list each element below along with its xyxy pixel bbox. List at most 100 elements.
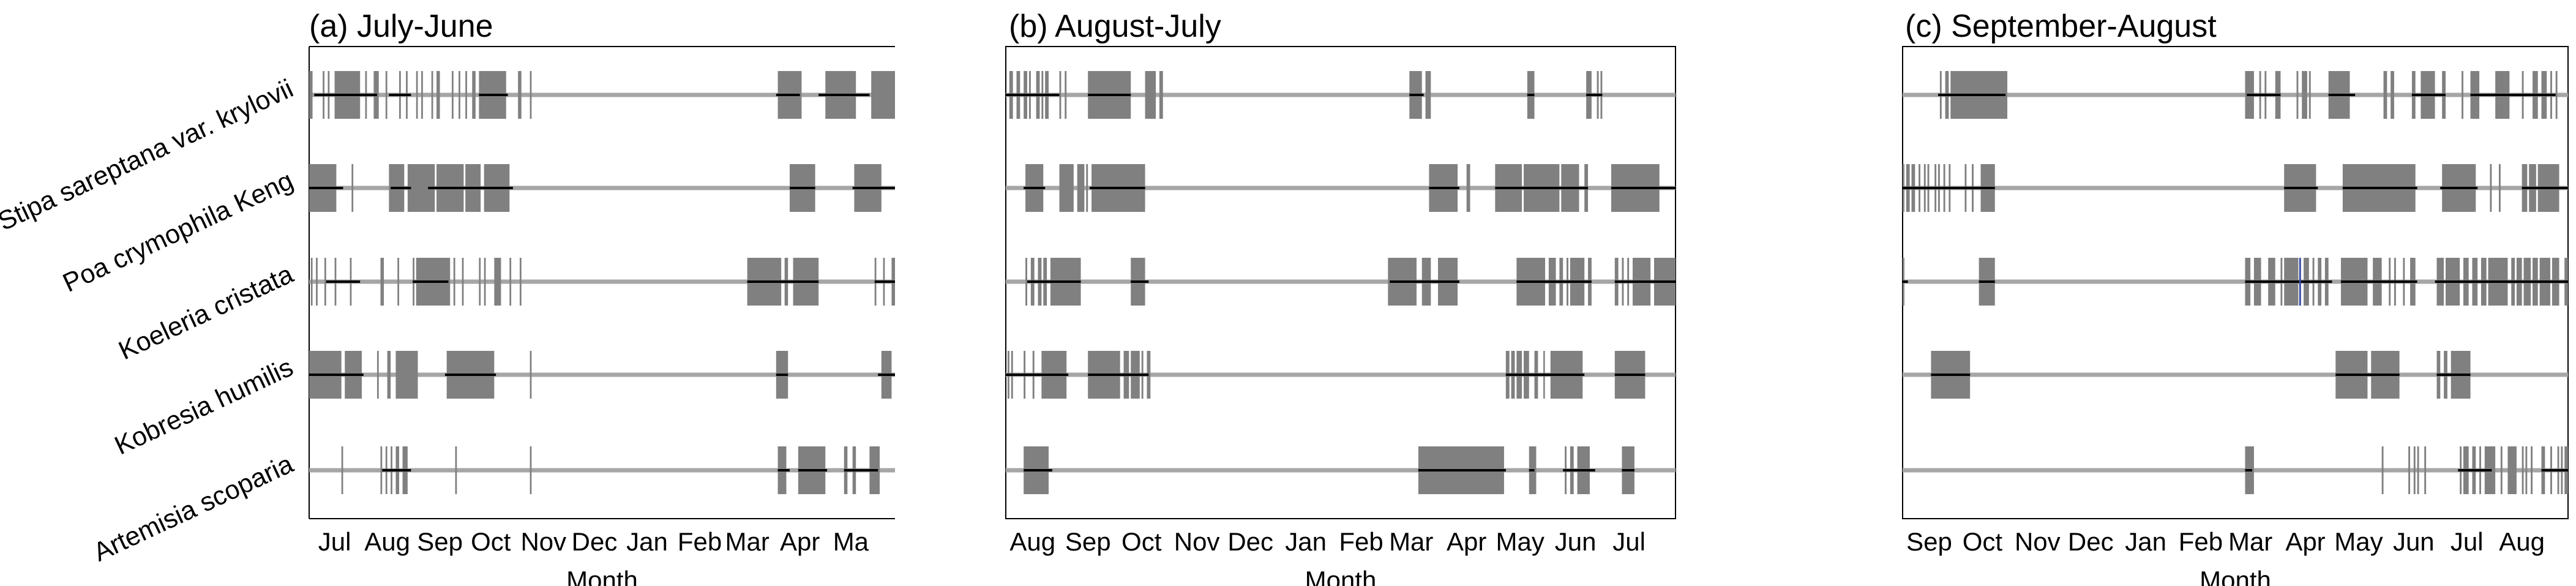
panel-a-tick-label-4: Oct xyxy=(471,527,511,556)
panel-b-row-2-block-7 xyxy=(1466,164,1470,212)
panel-b-xlabel: Month xyxy=(1305,566,1377,586)
panel-c-row-1-block-17 xyxy=(2462,71,2463,119)
panel-a-row-3-block-10 xyxy=(453,258,455,306)
panel-a-row-1-block-23 xyxy=(871,71,895,119)
panel-a-row-3-block-11 xyxy=(462,258,464,306)
panel-a-row-5-block-8 xyxy=(530,446,532,494)
panel-a-row-4-block-5 xyxy=(395,351,418,399)
panel-c-row-5-block-4 xyxy=(2413,446,2416,494)
panel-c-row-1-block-8 xyxy=(2296,71,2299,119)
panel-a-row-3-block-3 xyxy=(324,258,326,306)
panel-a-row-3-block-14 xyxy=(494,258,501,306)
panel-c-row-1-block-24 xyxy=(2555,71,2558,119)
species-label-koeleria: Koeleria cristata xyxy=(114,260,298,366)
panel-c-row-5-block-3 xyxy=(2408,446,2411,494)
panel-a-row-1-block-14 xyxy=(452,71,454,119)
panel-c-row-1-block-13 xyxy=(2391,71,2394,119)
panel-b-tick-label-11: Jun xyxy=(1555,527,1597,556)
panel-a-tick-label-3: Sep xyxy=(417,527,463,556)
panel-a-row-1-block-19 xyxy=(518,71,522,119)
panel-a-row-1-block-17 xyxy=(472,71,476,119)
panel-a-title: (a) July-June xyxy=(309,9,493,44)
panel-c-tick-label-1: Sep xyxy=(1906,527,1952,556)
panel-a-row-3-block-6 xyxy=(380,258,384,306)
panel-b-row-1-block-9 xyxy=(1065,71,1067,119)
panel-b-tick-label-12: Jul xyxy=(1612,527,1646,556)
panel-c-tick-label-2: Oct xyxy=(1963,527,2003,556)
panel-b-row-2-block-4 xyxy=(1086,164,1088,212)
panel-c-row-5-block-6 xyxy=(2424,446,2427,494)
panel-b-row-1-block-11 xyxy=(1145,71,1156,119)
panel-c-row-5-block-13 xyxy=(2507,446,2517,494)
panel-a-row-1-block-12 xyxy=(431,71,433,119)
panel-a-tick-label-2: Aug xyxy=(364,527,410,556)
panel-c-tick-label-11: Jul xyxy=(2451,527,2484,556)
panel-c-tick-label-6: Feb xyxy=(2179,527,2223,556)
panel-c-title: (c) September-August xyxy=(1905,9,2217,44)
panel-a-row-3-block-15 xyxy=(509,258,512,306)
panel-a-row-3-block-13 xyxy=(484,258,486,306)
panel-c-tick-label-7: Mar xyxy=(2228,527,2272,556)
panel-a-row-3-block-12 xyxy=(479,258,481,306)
species-label-group: Stipa sareptana var. krylovii Poa crymop… xyxy=(0,74,298,568)
panel-c-row-2-block-18 xyxy=(2498,164,2501,212)
panel-c-row-5-block-16 xyxy=(2531,446,2533,494)
panel-b-tick-label-10: May xyxy=(1496,527,1544,556)
panel-a-row-1-block-1 xyxy=(309,71,313,119)
panel-a-row-4-block-7 xyxy=(530,351,532,399)
species-label-artemisia: Artemisia scoparia xyxy=(89,449,298,568)
panel-a: (a) July-June Jul Aug Sep Oct Nov Dec Jan Feb Ma… xyxy=(309,9,895,586)
panel-b: (b) August-July Aug Sep Oct Nov Dec Jan Feb Mar… xyxy=(1005,9,1676,586)
panel-b-tick-label-4: Nov xyxy=(1174,527,1220,556)
panel-a-tick-label-8: Feb xyxy=(678,527,722,556)
panel-b-row-2-block-3 xyxy=(1077,164,1085,212)
panel-b-row-3-block-1 xyxy=(1025,258,1028,306)
panel-a-row-3-block-2 xyxy=(316,258,318,306)
panel-c-row-5-block-2 xyxy=(2381,446,2384,494)
panel-a-tick-label-11: Ma xyxy=(833,527,869,556)
panel-a-row-3-block-7 xyxy=(397,258,400,306)
panel-c-tick-label-9: May xyxy=(2334,527,2383,556)
panel-a-tick-label-9: Mar xyxy=(725,527,769,556)
panel-b-tick-label-3: Oct xyxy=(1121,527,1162,556)
panel-c-row-1-block-10 xyxy=(2308,71,2311,119)
panel-a-xlabel: Month xyxy=(566,566,638,586)
panel-c-tick-label-8: Apr xyxy=(2285,527,2325,556)
panel-a-row-1-block-13 xyxy=(436,71,440,119)
panel-c-xlabel: Month xyxy=(2200,566,2271,586)
panel-b-tick-label-6: Jan xyxy=(1285,527,1327,556)
panel-a-row-1-block-10 xyxy=(416,71,418,119)
panel-c-row-5-block-15 xyxy=(2525,446,2528,494)
panel-c-tick-label-3: Nov xyxy=(2015,527,2061,556)
panel-c-row-1-block-12 xyxy=(2383,71,2387,119)
panel-a-row-2-block-2 xyxy=(351,164,354,212)
panel-b-tick-label-9: Apr xyxy=(1447,527,1486,556)
panel-a-row-4-block-3 xyxy=(376,351,379,399)
panel-c-row-2-block-17 xyxy=(2490,164,2492,212)
panel-c-row-1-block-9 xyxy=(2302,71,2307,119)
panel-b-tick-label-8: Mar xyxy=(1389,527,1433,556)
panel-a-row-1-block-7 xyxy=(385,71,388,119)
panel-a-row-5-block-2 xyxy=(380,446,383,494)
panel-b-row-1-block-8 xyxy=(1059,71,1061,119)
panel-b-row-2-block-2 xyxy=(1059,164,1074,212)
panel-b-tick-label-2: Sep xyxy=(1065,527,1111,556)
panel-c-row-5-block-12 xyxy=(2500,446,2503,494)
panel-b-tick-label-1: Aug xyxy=(1009,527,1055,556)
panel-a-row-1-block-15 xyxy=(459,71,460,119)
panel-c: (c) September-August Sep Oct Nov Dec Jan Feb M… xyxy=(1902,9,2569,586)
panel-c-row-5-block-14 xyxy=(2522,446,2524,494)
panel-c-row-5-block-5 xyxy=(2417,446,2419,494)
panel-a-tick-label-5: Nov xyxy=(520,527,566,556)
panel-c-tick-label-5: Jan xyxy=(2125,527,2166,556)
species-label-kobresia: Kobresia humilis xyxy=(110,353,298,461)
panel-a-row-4-block-4 xyxy=(387,351,391,399)
panel-a-row-5-block-7 xyxy=(455,446,457,494)
panel-a-tick-label-6: Dec xyxy=(572,527,618,556)
panel-c-tick-label-10: Jun xyxy=(2393,527,2435,556)
panel-b-tick-label-5: Dec xyxy=(1227,527,1273,556)
panel-c-tick-label-4: Dec xyxy=(2068,527,2114,556)
panel-a-row-5-block-1 xyxy=(341,446,343,494)
panel-a-row-3-block-16 xyxy=(519,258,522,306)
